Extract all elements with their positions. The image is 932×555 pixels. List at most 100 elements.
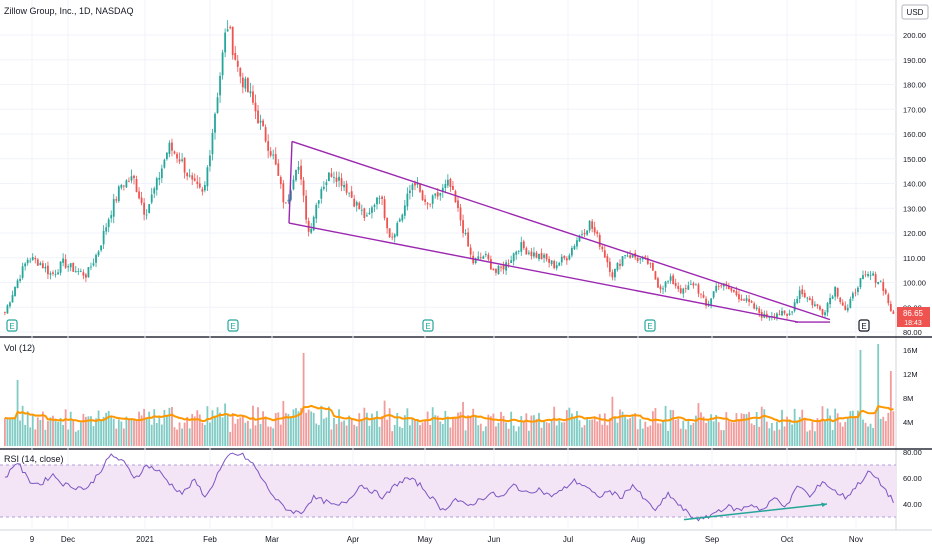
- volume-bar: [330, 429, 333, 446]
- candle-body: [333, 177, 335, 179]
- candle-body: [186, 172, 189, 177]
- candle-body: [386, 218, 389, 229]
- volume-bar: [644, 421, 647, 446]
- candle-body: [457, 200, 459, 208]
- earnings-marker[interactable]: [6, 319, 18, 332]
- candle-body: [150, 194, 153, 203]
- candle-body: [262, 120, 264, 127]
- candle-body: [469, 247, 472, 255]
- candle-body: [743, 299, 745, 301]
- candle-body: [241, 77, 244, 88]
- price-tick-label: 100.00: [903, 279, 926, 288]
- volume-bar: [583, 425, 586, 446]
- volume-bar: [312, 412, 315, 446]
- candle-body: [90, 266, 92, 268]
- earnings-marker[interactable]: [422, 319, 434, 332]
- candle-body: [576, 240, 578, 247]
- candle-body: [884, 289, 887, 294]
- volume-bar: [720, 430, 723, 446]
- volume-bar: [414, 420, 416, 446]
- chart-title: Zillow Group, Inc., 1D, NASDAQ: [4, 6, 134, 16]
- candle-body: [689, 283, 692, 285]
- volume-bar: [54, 420, 57, 446]
- candle-body: [305, 195, 308, 220]
- volume-bar: [814, 431, 816, 446]
- volume-bar: [57, 422, 59, 446]
- candle-body: [733, 289, 735, 292]
- candle-body: [26, 259, 29, 264]
- candle-body: [69, 263, 72, 268]
- candle-body: [279, 177, 282, 185]
- candle-body: [358, 202, 361, 210]
- volume-bar: [290, 417, 292, 446]
- earnings-marker[interactable]: [644, 319, 656, 332]
- candle-body: [862, 275, 864, 280]
- volume-bar: [168, 407, 171, 446]
- candle-body: [502, 265, 505, 270]
- candle-body: [191, 175, 194, 180]
- volume-bar: [864, 422, 867, 446]
- candle-body: [244, 78, 247, 89]
- volume-bar: [295, 408, 297, 446]
- candle-body: [4, 312, 6, 313]
- candle-body: [563, 255, 566, 259]
- volume-bar: [29, 427, 32, 446]
- candle-body: [249, 91, 252, 94]
- volume-bar: [692, 422, 695, 446]
- candle-body: [477, 256, 480, 259]
- candle-body: [216, 97, 219, 113]
- rsi-line: [4, 452, 894, 522]
- candle-body: [209, 155, 211, 167]
- volume-bar: [130, 418, 133, 446]
- volume-bar: [388, 408, 391, 446]
- candle-body: [588, 220, 591, 231]
- volume-bar: [654, 408, 657, 446]
- volume-bar: [350, 419, 353, 446]
- volume-bar: [247, 420, 249, 446]
- volume-bar: [449, 427, 452, 446]
- candle-body: [679, 288, 682, 293]
- volume-bar: [269, 426, 272, 446]
- currency-box[interactable]: [901, 4, 929, 20]
- volume-bar: [193, 416, 196, 446]
- volume-bar: [262, 411, 264, 446]
- candle-body: [811, 299, 814, 306]
- volume-bar: [502, 415, 505, 446]
- candle-body: [297, 166, 300, 170]
- candle-body: [591, 221, 594, 229]
- volume-bar: [849, 411, 852, 446]
- volume-bar: [196, 410, 199, 446]
- candle-body: [776, 313, 778, 318]
- volume-bar: [381, 416, 383, 446]
- volume-bar: [682, 420, 685, 446]
- candle-body: [188, 175, 191, 177]
- volume-bar: [846, 418, 849, 446]
- volume-bar: [479, 423, 482, 446]
- volume-bar: [79, 422, 82, 446]
- candle-body: [229, 27, 232, 29]
- candle-body: [221, 52, 224, 76]
- price-tick-label: 80.00: [903, 328, 922, 337]
- candle-body: [500, 266, 502, 268]
- earnings-marker[interactable]: [858, 319, 870, 332]
- volume-bar: [702, 416, 705, 446]
- volume-bar: [264, 416, 267, 446]
- earnings-marker[interactable]: [227, 319, 239, 332]
- volume-bar: [851, 410, 854, 446]
- volume-bar: [335, 424, 338, 446]
- candle-body: [510, 260, 513, 264]
- volume-bar: [522, 421, 525, 446]
- candle-body: [867, 274, 869, 277]
- volume-bar: [105, 412, 108, 446]
- volume-bar: [302, 353, 305, 446]
- candle-body: [388, 228, 391, 238]
- candle-body: [155, 178, 158, 190]
- candle-body: [484, 254, 487, 256]
- volume-bar: [821, 406, 824, 446]
- earnings-marker-label: E: [647, 322, 652, 331]
- candle-body: [310, 228, 313, 233]
- candle-body: [196, 181, 199, 185]
- candle-body: [786, 314, 788, 316]
- candle-body: [649, 263, 652, 265]
- candle-body: [429, 203, 432, 205]
